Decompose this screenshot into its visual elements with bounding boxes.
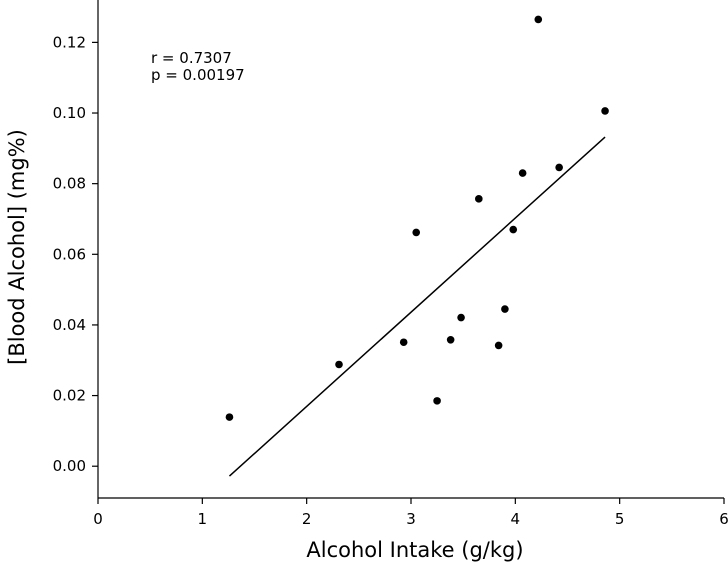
y-tick-label: 0.10 xyxy=(53,104,86,122)
y-tick-label: 0.12 xyxy=(53,33,86,51)
data-point xyxy=(534,15,543,24)
data-point xyxy=(475,195,483,203)
data-point xyxy=(335,360,343,369)
data-point xyxy=(433,397,441,405)
y-tick-label: 0.04 xyxy=(53,316,86,334)
regression-line xyxy=(228,136,606,477)
x-tick-label: 5 xyxy=(615,510,625,528)
y-tick-label: 0.08 xyxy=(53,175,86,193)
y-tick-label: 0.00 xyxy=(53,457,86,475)
x-tick-label: 1 xyxy=(198,510,208,528)
data-point xyxy=(399,338,408,347)
y-tick-label: 0.06 xyxy=(53,245,86,263)
data-point xyxy=(225,413,234,421)
x-tick-label: 3 xyxy=(406,510,416,528)
y-tick-label: 0.02 xyxy=(53,387,86,405)
data-point xyxy=(601,107,609,115)
stat-p-label: p = 0.00197 xyxy=(151,66,245,84)
x-tick-label: 4 xyxy=(511,510,521,528)
x-tick-label: 2 xyxy=(302,510,312,528)
data-point xyxy=(555,163,563,172)
data-point xyxy=(509,225,518,234)
x-tick-label: 6 xyxy=(719,510,728,528)
x-tick-label: 0 xyxy=(93,510,103,528)
stat-r-label: r = 0.7307 xyxy=(151,49,232,67)
x-axis-label: Alcohol Intake (g/kg) xyxy=(306,538,523,562)
data-point xyxy=(457,313,465,322)
data-point xyxy=(494,341,503,350)
data-point xyxy=(446,335,455,344)
data-point xyxy=(412,228,421,237)
y-axis-label: [Blood Alcohol] (mg%) xyxy=(5,129,29,365)
data-point xyxy=(518,169,527,177)
data-point xyxy=(501,305,509,313)
